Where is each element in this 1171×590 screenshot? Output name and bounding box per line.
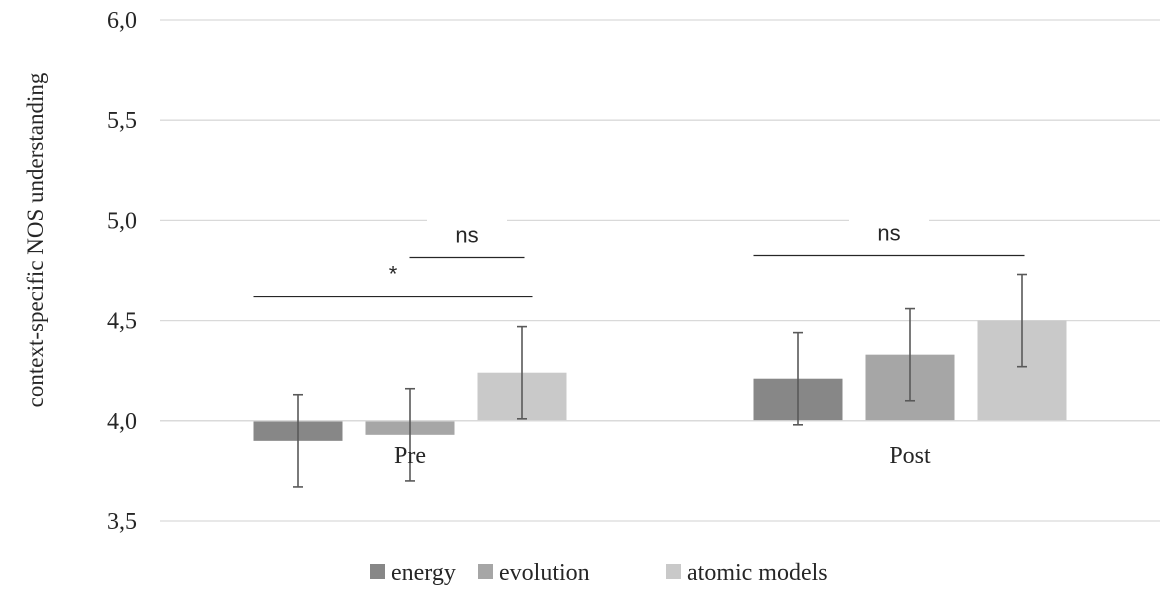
- gridline-gap: [849, 216, 929, 225]
- legend-label: atomic models: [687, 560, 828, 586]
- significance-label: ns: [455, 222, 478, 247]
- y-tick-label: 4,5: [107, 309, 137, 335]
- gridlines: [160, 19, 1160, 522]
- legend-swatch-evolution: [478, 564, 493, 579]
- y-tick-label: 5,5: [107, 108, 137, 134]
- y-tick-label: 3,5: [107, 509, 137, 535]
- y-tick-label: 4,0: [107, 409, 137, 435]
- category-label-pre: Pre: [394, 443, 426, 469]
- legend-label: evolution: [499, 560, 590, 586]
- y-tick-label: 6,0: [107, 8, 137, 34]
- legend: energy evolution atomic models: [370, 560, 828, 586]
- error-bars: [293, 273, 1027, 488]
- gridline-gap: [427, 216, 507, 225]
- y-tick-label: 5,0: [107, 208, 137, 234]
- significance-label: ns: [877, 220, 900, 245]
- y-axis-label: context-specific NOS understanding: [23, 72, 48, 407]
- bars: [160, 320, 1160, 441]
- category-labels: Pre Post: [394, 443, 931, 469]
- category-label-post: Post: [889, 443, 931, 469]
- legend-swatch-atomic-models: [666, 564, 681, 579]
- significance-label: *: [389, 262, 398, 287]
- significance-annotations: ns * ns: [253, 216, 1025, 298]
- legend-label: energy: [391, 560, 456, 586]
- y-tick-labels: 3,5 4,0 4,5 5,0 5,5 6,0: [107, 8, 137, 535]
- legend-swatch-energy: [370, 564, 385, 579]
